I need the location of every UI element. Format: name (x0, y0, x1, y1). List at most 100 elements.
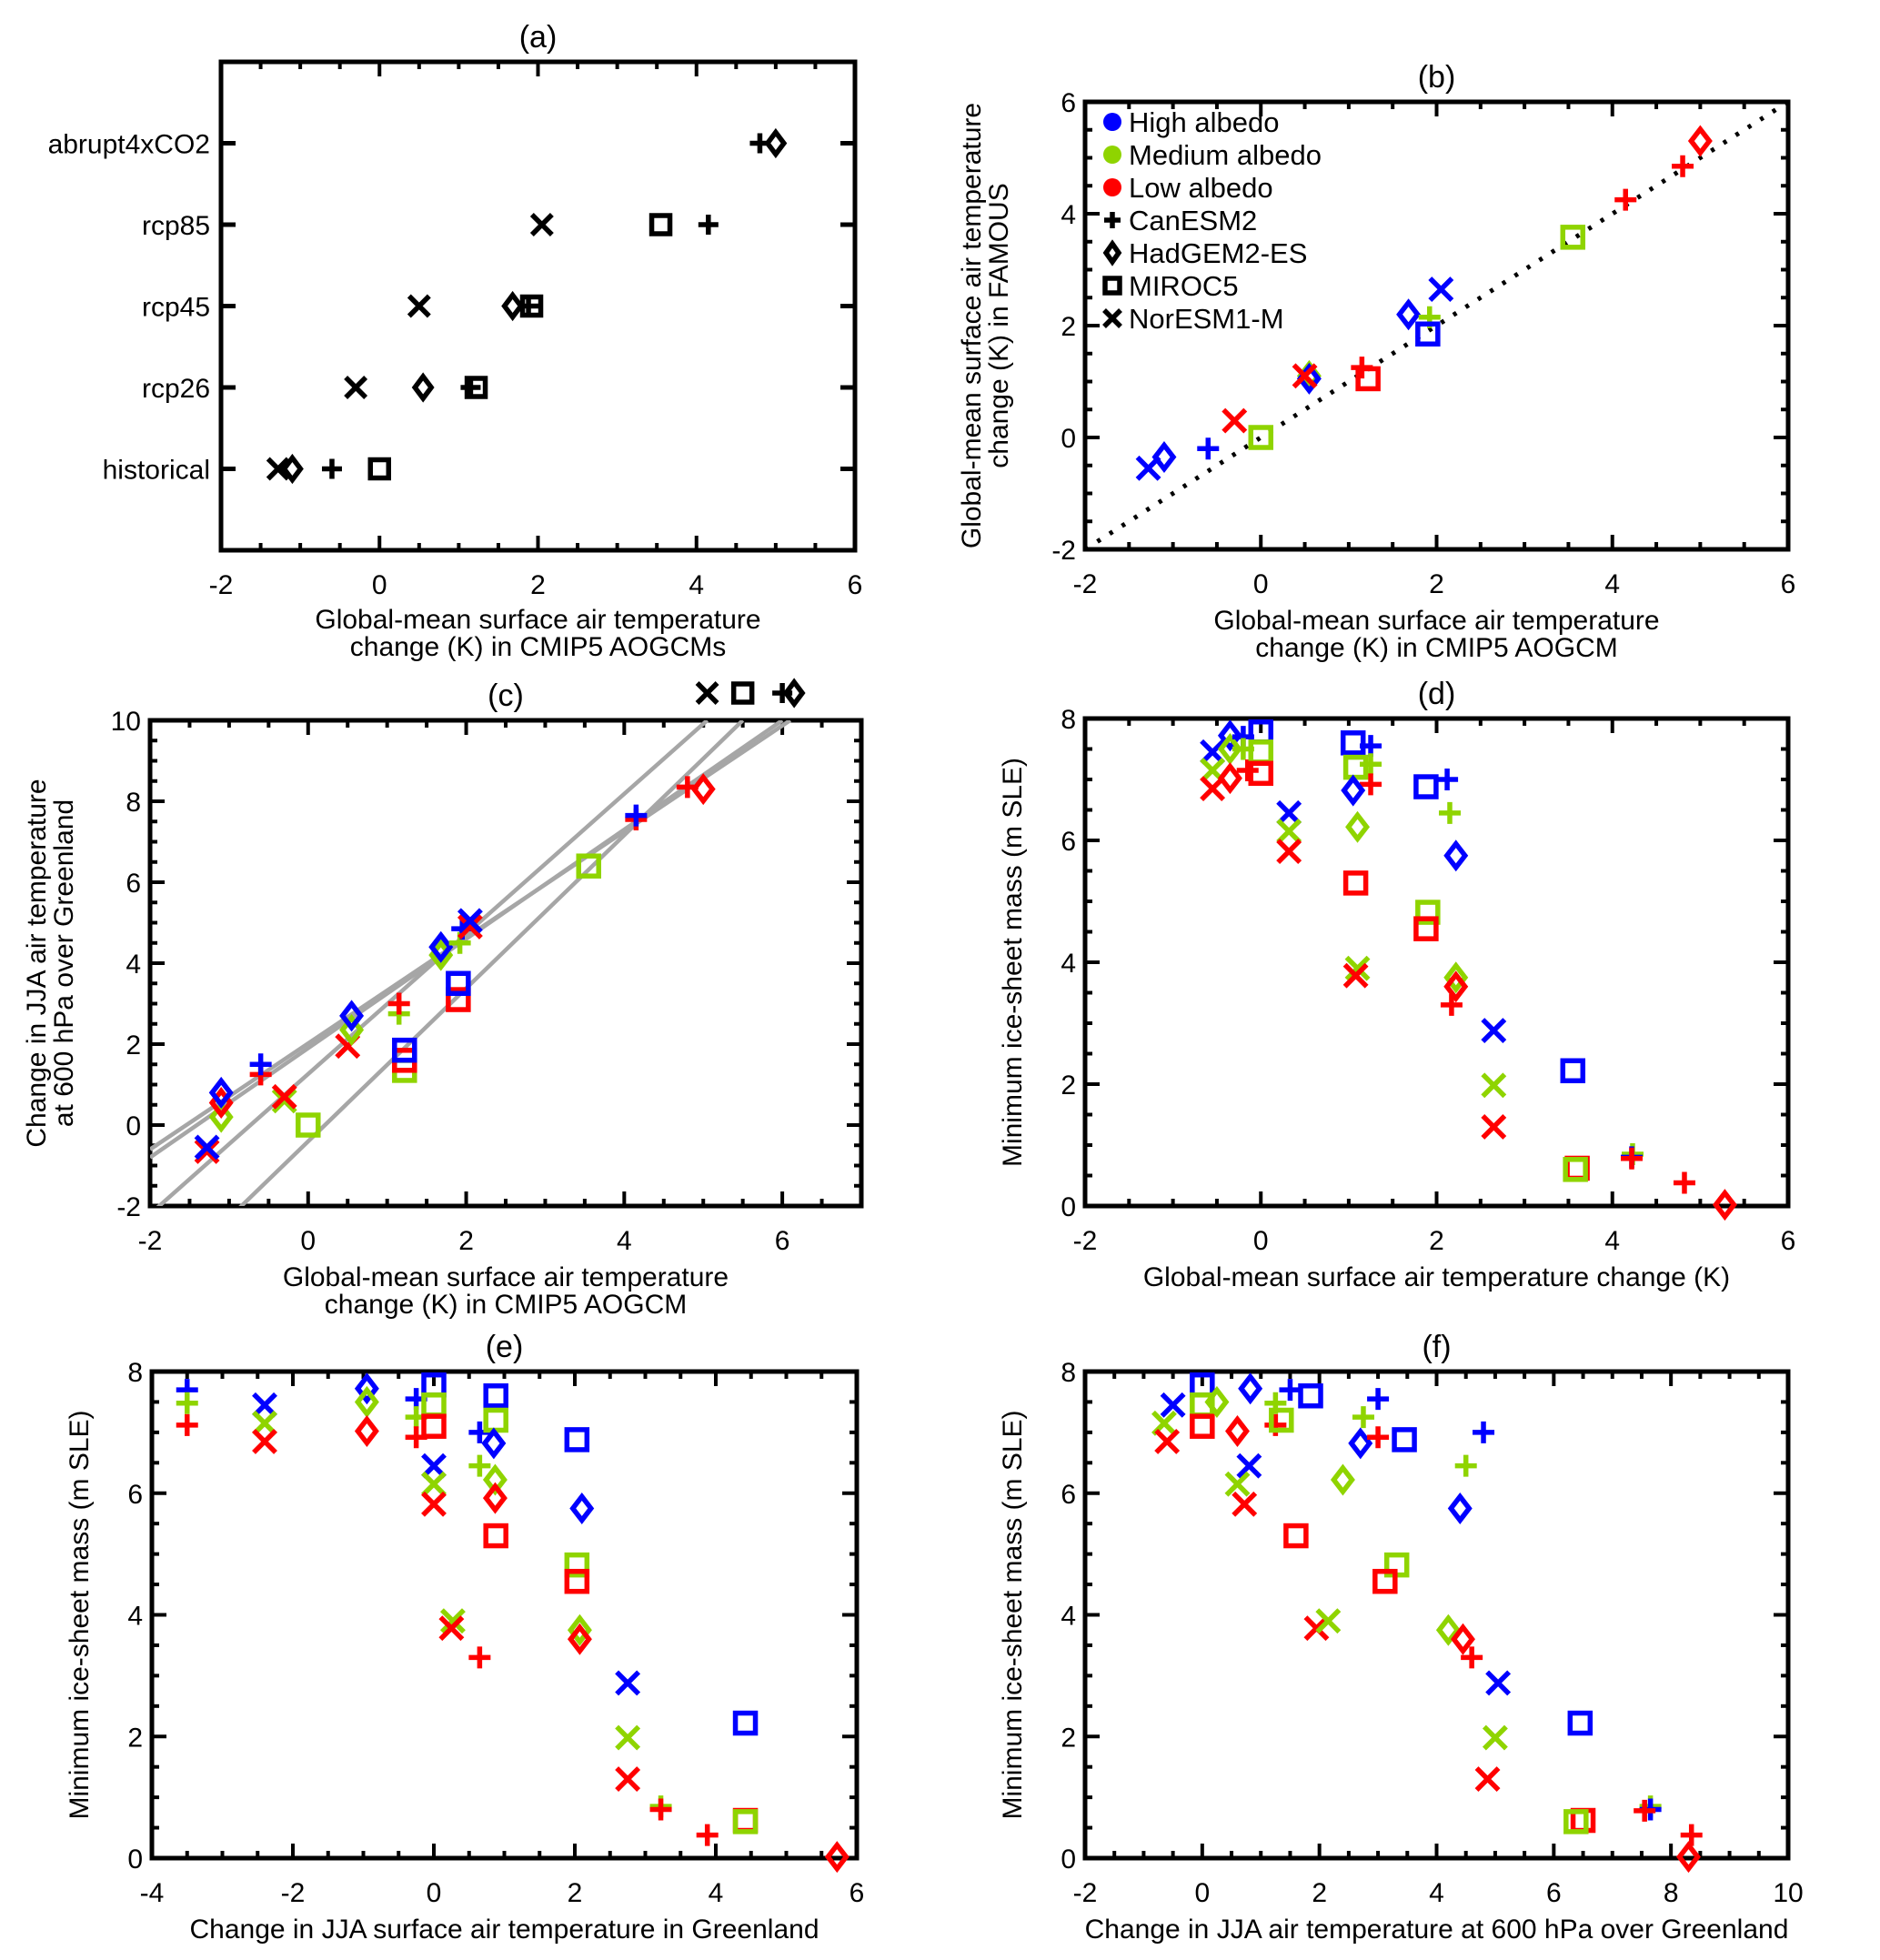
fit-line (150, 720, 792, 1151)
data-point (354, 1372, 379, 1405)
data-point (1634, 1799, 1656, 1822)
data-point (1279, 1379, 1302, 1402)
data-point (1200, 739, 1226, 765)
y-tick-label: 2 (1061, 312, 1076, 342)
data-point (367, 457, 391, 481)
data-point (1360, 735, 1382, 758)
y-tick-label: 0 (127, 1844, 143, 1875)
data-point (1413, 774, 1439, 799)
data-point (1248, 425, 1273, 450)
data-point (1190, 1413, 1215, 1439)
data-point (1341, 774, 1366, 807)
data-point (1238, 1372, 1263, 1405)
data-point (1224, 1471, 1251, 1497)
data-point (1197, 437, 1220, 460)
x-tick-label: 0 (372, 570, 387, 600)
data-point (1473, 1421, 1495, 1443)
data-point (1292, 363, 1318, 389)
data-point (1676, 1841, 1701, 1874)
data-point (1217, 732, 1242, 766)
data-point (1283, 1523, 1309, 1549)
top-model-marker (695, 681, 719, 705)
panel-title: (c) (488, 678, 524, 713)
data-point (1680, 1824, 1703, 1846)
y-tick-label: 0 (1061, 1192, 1076, 1222)
x-tick-label: 6 (1781, 1226, 1796, 1256)
data-point (339, 1000, 365, 1032)
data-point (1367, 1388, 1390, 1411)
x-tick-label: 6 (850, 1878, 865, 1908)
x-tick-label: -2 (1073, 1226, 1098, 1256)
data-point (457, 908, 483, 934)
x-axis-label: Global-mean surface air temperature chang… (1213, 606, 1659, 663)
data-point (1440, 993, 1463, 1016)
data-point (519, 294, 544, 318)
top-model-marker (782, 678, 806, 709)
panel-d: (d) -2 0 2 4 6 0 2 4 6 8 Global-mean surface air te… (998, 677, 1795, 1292)
data-point (1276, 799, 1302, 826)
y-tick-label: 4 (127, 1602, 143, 1632)
data-point (501, 290, 525, 322)
data-point (1348, 1427, 1373, 1460)
data-point (411, 372, 435, 403)
data-point (1451, 1623, 1475, 1655)
plot-frame (147, 718, 864, 1209)
y-tick-label: 8 (1061, 705, 1076, 735)
panel-title: (d) (1418, 677, 1456, 711)
data-point (438, 1615, 465, 1642)
data-point (690, 773, 716, 806)
data-point (648, 213, 673, 236)
data-point (1298, 1383, 1323, 1409)
data-point (1415, 321, 1441, 347)
y-category-label: historical (103, 456, 210, 486)
x-axis-label: Global-mean surface air temperature chan… (1143, 1262, 1730, 1292)
x-tick-label: -2 (1073, 569, 1098, 599)
data-point (1217, 762, 1242, 795)
data-point (1443, 970, 1469, 1003)
x-tick-label: 6 (775, 1226, 790, 1256)
legend-albedo-swatch (1103, 113, 1121, 131)
y-tick-label: 6 (1061, 1480, 1076, 1510)
data-point (1443, 961, 1469, 994)
x-axis-label: Change in JJA air temperature at 600 hPa… (1085, 1915, 1789, 1945)
y-category-label: rcp85 (142, 211, 210, 241)
data-point (529, 213, 554, 236)
data-point (421, 1491, 447, 1517)
legend-item-label: High albedo (1129, 106, 1279, 138)
x-tick-label: -4 (140, 1878, 165, 1908)
data-point (1204, 1385, 1230, 1418)
y-tick-label: 2 (1061, 1070, 1076, 1101)
data-point (208, 1076, 234, 1109)
data-point (1276, 839, 1302, 865)
plot-frame (1082, 1369, 1791, 1861)
data-point (482, 1482, 508, 1514)
data-point (1315, 1608, 1342, 1634)
data-point (1447, 1492, 1473, 1524)
y-tick-label: 0 (1061, 1844, 1076, 1875)
y-tick-label: 10 (111, 707, 141, 737)
data-point (1217, 719, 1242, 752)
data-point (1392, 1427, 1417, 1452)
x-tick-label: 0 (1194, 1878, 1210, 1908)
y-tick-label: 0 (126, 1111, 141, 1141)
data-point (1712, 1189, 1737, 1221)
data-point (446, 970, 471, 996)
data-point (625, 804, 648, 827)
x-tick-label: 2 (530, 570, 546, 600)
data-point (1248, 760, 1273, 787)
data-point (1342, 754, 1369, 780)
x-tick-label: 4 (617, 1226, 632, 1256)
legend-albedo-swatch (1103, 146, 1121, 164)
x-tick-label: 2 (568, 1878, 583, 1908)
y-tick-label: 4 (126, 950, 141, 980)
y-tick-label: 6 (1061, 827, 1076, 857)
data-point (483, 1407, 508, 1433)
data-point (1342, 962, 1369, 989)
data-point (569, 1492, 595, 1524)
data-point (249, 1053, 272, 1076)
data-point (194, 1138, 220, 1164)
data-point (1438, 801, 1461, 824)
legend-item-label: CanESM2 (1129, 205, 1257, 236)
